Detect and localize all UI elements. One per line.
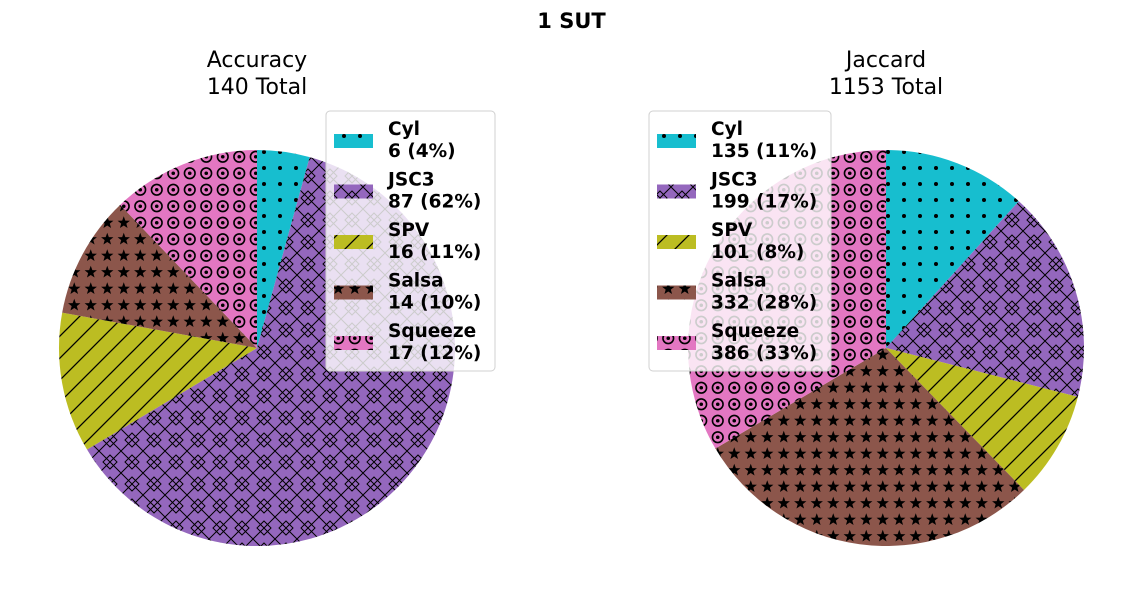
legend-label-squeeze: Squeeze [711, 321, 799, 342]
legend-label-salsa: Salsa [711, 271, 767, 292]
pie-slice-spv [886, 348, 1078, 490]
pie-slice-salsa [715, 348, 1024, 547]
legend-value-squeeze: 386 (33%) [711, 343, 817, 364]
legend-value-spv: 16 (11%) [388, 242, 481, 263]
legend-swatch-spv [657, 235, 696, 249]
legend-label-spv: SPV [711, 220, 753, 241]
legend-label-cyl: Cyl [388, 119, 420, 140]
jaccard-title-line2: 1153 Total [829, 75, 943, 100]
legend-value-squeeze: 17 (12%) [388, 343, 481, 364]
legend-swatch-salsa [334, 285, 373, 300]
accuracy-title-line1: Accuracy [207, 48, 307, 73]
legend-swatch-squeeze [334, 336, 373, 350]
legend-swatch-jsc3 [657, 184, 696, 199]
legend-value-cyl: 135 (11%) [711, 141, 817, 162]
legend-label-squeeze: Squeeze [388, 321, 476, 342]
pie-slice-salsa [62, 204, 258, 348]
legend-value-salsa: 332 (28%) [711, 293, 817, 314]
legend-label-jsc3: JSC3 [709, 170, 758, 191]
legend-label-cyl: Cyl [711, 119, 743, 140]
jaccard-title-line1: Jaccard [844, 48, 926, 73]
legend-value-jsc3: 199 (17%) [711, 192, 817, 213]
legend-swatch-cyl [334, 134, 373, 148]
legend-swatch-squeeze [657, 336, 696, 350]
legend-label-spv: SPV [388, 220, 430, 241]
legend-swatch-cyl [657, 134, 696, 148]
pie-slice-squeeze [120, 150, 257, 348]
pie-slice-cyl [886, 150, 1019, 348]
accuracy-title-line2: 140 Total [207, 75, 307, 100]
legend-value-spv: 101 (8%) [711, 242, 804, 263]
pie-slice-spv [59, 312, 258, 450]
legend-swatch-spv [334, 235, 373, 249]
legend-value-cyl: 6 (4%) [388, 141, 456, 162]
legend-label-jsc3: JSC3 [386, 170, 435, 191]
pie-slice-jsc3 [886, 201, 1084, 397]
legend-swatch-salsa [657, 285, 696, 300]
legend-swatch-jsc3 [334, 184, 373, 199]
legend-box [648, 110, 832, 372]
legend-label-salsa: Salsa [388, 271, 444, 292]
legend-value-salsa: 14 (10%) [388, 293, 481, 314]
legend-box [325, 110, 496, 372]
legend-value-jsc3: 87 (62%) [388, 192, 481, 213]
pie-slice-cyl [257, 150, 310, 348]
figure-title: 1 SUT [537, 9, 606, 33]
